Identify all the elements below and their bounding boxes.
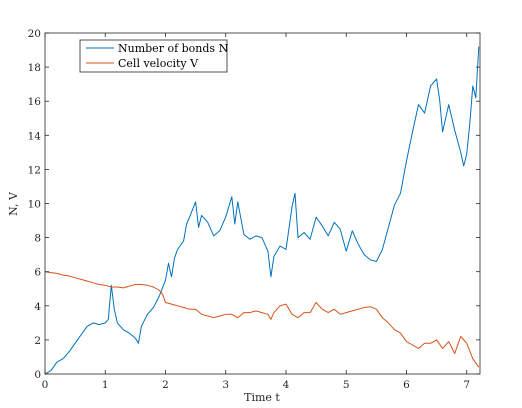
series-layer (44, 46, 480, 375)
x-tick-label: 6 (403, 379, 410, 391)
x-tick-label: 4 (283, 379, 290, 391)
y-tick-label: 8 (34, 233, 41, 245)
series-line-0 (44, 46, 480, 375)
plot-background (45, 33, 480, 374)
y-tick-label: 16 (28, 96, 42, 108)
y-tick-label: 10 (28, 199, 41, 211)
x-tick-label: 0 (42, 379, 49, 391)
x-tick-label: 5 (343, 379, 350, 391)
x-tick-label: 1 (102, 379, 109, 391)
y-axis: 0 2 4 6 8 10 12 14 16 18 20 (28, 28, 480, 381)
y-tick-label: 0 (34, 369, 41, 381)
y-tick-label: 4 (34, 301, 41, 313)
y-tick-label: 14 (28, 130, 42, 142)
x-tick-label: 2 (162, 379, 169, 391)
legend-box (79, 39, 228, 73)
y-axis-title: N, V (7, 191, 20, 216)
y-tick-label: 2 (34, 335, 41, 347)
y-tick-label: 6 (34, 267, 41, 279)
x-tick-label: 3 (222, 379, 229, 391)
x-axis-title: Time t (244, 391, 280, 404)
plot-area (44, 32, 481, 375)
y-tick-label: 12 (28, 164, 41, 176)
legend: Number of bonds N Cell velocity V (79, 39, 229, 73)
legend-label-velocity: Cell velocity V (118, 57, 199, 70)
x-axis: 0 1 2 3 4 5 6 7 (42, 33, 470, 391)
series-line-1 (44, 271, 480, 368)
y-tick-label: 18 (28, 62, 41, 74)
legend-label-bonds: Number of bonds N (118, 42, 229, 55)
x-tick-label: 7 (463, 379, 470, 391)
y-tick-label: 20 (28, 28, 41, 40)
